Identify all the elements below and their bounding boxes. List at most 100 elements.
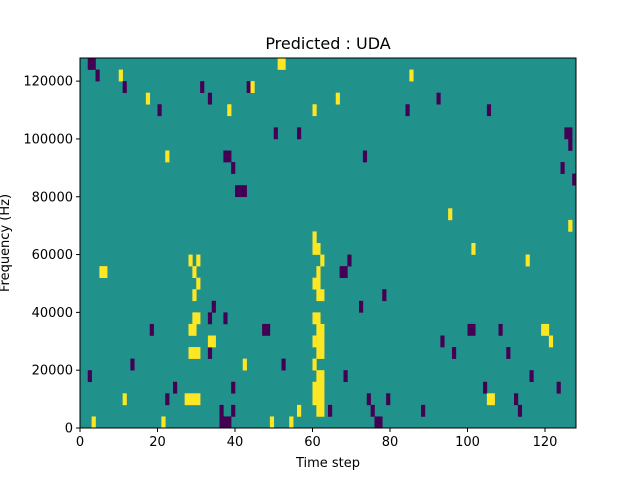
heatmap-cell-high: [145, 92, 151, 105]
heatmap-cell-low: [211, 300, 216, 313]
heatmap-cell-high: [196, 277, 201, 290]
heatmap-cell-high: [122, 393, 127, 406]
heatmap-cell-high: [118, 69, 123, 82]
heatmap-cell-low: [149, 323, 154, 336]
heatmap-cell-low: [564, 127, 569, 140]
heatmap-cell-high: [316, 381, 321, 394]
heatmap-cell-high: [188, 254, 193, 267]
heatmap-cell-low: [328, 404, 333, 417]
plot-area: [79, 57, 577, 429]
heatmap-cell-low: [227, 150, 232, 163]
heatmap-cell-low: [471, 323, 476, 336]
heatmap-cell-high: [312, 312, 317, 325]
heatmap-cell-low: [238, 185, 244, 198]
heatmap-cell-high: [320, 323, 325, 336]
heatmap-cell-low: [370, 404, 375, 417]
heatmap-cell-low: [262, 323, 267, 336]
heatmap-cell-low: [506, 347, 511, 359]
heatmap-cell-high: [289, 416, 294, 429]
heatmap-cell-low: [207, 312, 213, 325]
heatmap-cell-low: [173, 381, 178, 394]
heatmap-cell-low: [366, 393, 371, 406]
heatmap-cell-high: [320, 370, 325, 383]
heatmap-cell-low: [362, 150, 368, 163]
heatmap-cell-high: [277, 58, 282, 70]
heatmap-cell-high: [568, 219, 573, 232]
heatmap-cell-high: [320, 335, 325, 348]
x-axis-label: Time step: [295, 456, 360, 471]
heatmap-cell-high: [316, 312, 321, 325]
x-tick-label: 40: [227, 435, 244, 450]
heatmap-cell-high: [242, 358, 247, 371]
y-axis: 0 20000 40000 60000 80000 100000 120000: [23, 75, 80, 437]
heatmap-cell-low: [122, 81, 127, 93]
heatmap-cell-high: [316, 266, 321, 278]
heatmap-cell-low: [374, 416, 379, 429]
y-tick-label: 40000: [32, 306, 73, 321]
heatmap-cell-low: [281, 358, 286, 371]
heatmap-cell-low: [165, 393, 170, 406]
heatmap-cell-low: [266, 323, 271, 336]
heatmap-cell-high: [188, 347, 193, 359]
heatmap-cell-high: [320, 393, 325, 406]
heatmap-cell-high: [165, 150, 170, 163]
heatmap-cell-high: [99, 266, 104, 278]
heatmap-cell-low: [231, 162, 236, 174]
heatmap-cell-low: [483, 381, 488, 394]
x-tick-label: 60: [304, 435, 321, 450]
heatmap-cell-high: [316, 370, 321, 383]
heatmap-cell-high: [188, 323, 193, 336]
heatmap-cell-low: [157, 104, 162, 117]
heatmap-cell-high: [192, 289, 197, 302]
heatmap-cell-high: [161, 416, 166, 429]
heatmap-cell-low: [339, 266, 344, 278]
heatmap-cell-high: [320, 254, 325, 267]
heatmap-cell-low: [568, 138, 573, 151]
heatmap-cell-low: [514, 393, 519, 406]
heatmap-cell-low: [246, 81, 251, 93]
heatmap-cell-low: [231, 404, 236, 417]
heatmap-cell-low: [421, 404, 426, 417]
heatmap-cell-high: [312, 104, 317, 117]
heatmap-cell-low: [572, 173, 577, 186]
heatmap-cell-high: [335, 92, 340, 105]
heatmap-cell-low: [436, 92, 441, 105]
x-tick-label: 100: [455, 435, 480, 450]
heatmap-cell-high: [316, 404, 321, 417]
heatmap-cell-high: [312, 393, 317, 406]
plot-frame: [79, 57, 577, 429]
heatmap-cell-low: [130, 358, 135, 371]
heatmap-cell-low: [517, 404, 523, 417]
heatmap-cell-high: [316, 277, 321, 290]
heatmap-cell-high: [207, 335, 213, 348]
heatmap-cell-low: [231, 381, 236, 394]
heatmap-cell-high: [312, 231, 317, 244]
heatmap-cell-low: [405, 104, 410, 117]
heatmap-cell-low: [223, 150, 228, 163]
heatmap-cell-high: [471, 243, 476, 255]
heatmap-cell-high: [196, 312, 201, 325]
heatmap-cell-high: [541, 323, 546, 336]
heatmap-cell-low: [207, 92, 213, 105]
heatmap-cell-low: [223, 312, 228, 325]
heatmap-cell-high: [409, 69, 414, 82]
heatmap-cell-high: [281, 58, 286, 70]
y-tick-label: 80000: [32, 190, 73, 205]
heatmap-cell-low: [227, 416, 232, 429]
heatmap-cell-high: [192, 347, 197, 359]
heatmap-cell-low: [486, 104, 492, 117]
heatmap-cell-low: [386, 393, 391, 406]
heatmap-cell-high: [316, 347, 321, 359]
heatmap-cell-high: [227, 104, 232, 117]
heatmap-cell-low: [87, 58, 92, 70]
chart-title: Predicted : UDA: [265, 34, 390, 53]
heatmap-cell-high: [320, 347, 325, 359]
heatmap-cell-high: [548, 335, 554, 348]
heatmap-cell-high: [196, 347, 201, 359]
y-tick-label: 0: [65, 422, 73, 437]
heatmap-cell-high: [490, 393, 495, 406]
heatmap-cell-high: [312, 243, 317, 255]
heatmap-cell-high: [297, 404, 302, 417]
heatmap-cell-low: [200, 81, 205, 93]
